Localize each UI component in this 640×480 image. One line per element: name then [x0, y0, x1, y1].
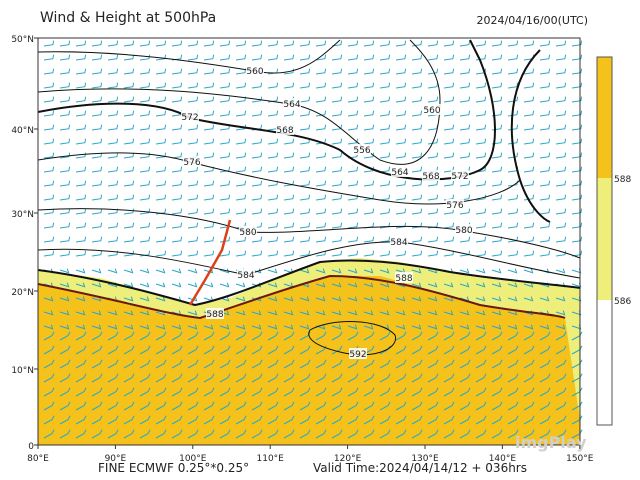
- contour-line: [37, 274, 566, 320]
- contour-label-bg: [390, 236, 408, 247]
- contour-label: 576: [446, 201, 463, 211]
- contour-line: [37, 208, 581, 259]
- contour-label-bg: [206, 308, 224, 319]
- colorbar-586: [597, 178, 612, 300]
- lat-label: 20°N: [11, 288, 34, 298]
- contour-label-bg: [455, 224, 473, 235]
- contour-label-bg: [353, 144, 371, 155]
- contour-label-bg: [423, 104, 441, 115]
- lat-label: 40°N: [11, 126, 34, 136]
- contour-label-bg: [239, 226, 257, 237]
- model-label: FINE ECMWF 0.25°*0.25°: [98, 461, 249, 475]
- contour-label-bg: [276, 124, 294, 135]
- contour-line: [37, 39, 341, 74]
- contour-line: [510, 49, 551, 223]
- colorbar-frame: [596, 56, 613, 426]
- contour-label: 584: [390, 238, 407, 248]
- contour-label-bg: [183, 156, 201, 167]
- lat-label: 0: [28, 442, 34, 452]
- contour-label: 568: [276, 126, 293, 136]
- contour-label-bg: [246, 65, 264, 76]
- contours: [37, 39, 581, 356]
- contour-label: 564: [283, 100, 300, 110]
- lon-label: 110°E: [257, 454, 285, 464]
- contour-label: 588: [206, 310, 223, 320]
- contour-label: 564: [391, 168, 408, 178]
- lon-label: 100°E: [179, 454, 207, 464]
- contour-line: [37, 241, 581, 279]
- map-frame: [37, 37, 581, 446]
- watermark: imgPlay: [515, 433, 587, 452]
- band-588: [38, 276, 580, 445]
- contour-label: 576: [183, 158, 200, 168]
- valid-time: Valid Time:2024/04/14/12 + 036hrs: [313, 461, 527, 475]
- contour-line: [37, 259, 581, 307]
- lat-label: 50°N: [11, 35, 34, 45]
- contour-label-bg: [349, 348, 367, 359]
- lat-label: 10°N: [11, 366, 34, 376]
- contour-line: [37, 39, 496, 181]
- contour-label-bg: [422, 170, 440, 181]
- valid-date: 2024/04/16/00(UTC): [477, 14, 589, 27]
- lat-label: 30°N: [11, 210, 34, 220]
- contour-label: 560: [423, 106, 440, 116]
- trough-line: [188, 219, 232, 306]
- contour-line: [308, 321, 396, 356]
- lon-label: 120°E: [334, 454, 362, 464]
- contour-label-bg: [391, 166, 409, 177]
- contour-label: 556: [353, 146, 370, 156]
- colorbar-label: 586: [614, 297, 631, 307]
- contour-label: 592: [349, 350, 366, 360]
- contour-label: 580: [239, 228, 256, 238]
- contour-label: 572: [451, 172, 468, 182]
- contour-label: 588: [395, 274, 412, 284]
- lon-label: 130°E: [411, 454, 439, 464]
- contour-label-bg: [451, 170, 469, 181]
- colorbar-label: 588: [614, 175, 631, 185]
- contour-label: 584: [237, 271, 254, 281]
- lon-label: 150°E: [566, 454, 594, 464]
- contour-label: 580: [455, 226, 472, 236]
- lon-label: 80°E: [27, 454, 49, 464]
- contour-label-bg: [181, 111, 199, 122]
- contour-label-bg: [395, 272, 413, 283]
- contour-label-bg: [446, 199, 464, 210]
- contour-label: 572: [181, 113, 198, 123]
- contour-label-bg: [283, 98, 301, 109]
- contour-label: 568: [422, 172, 439, 182]
- colorbar-low: [597, 300, 612, 425]
- contour-label: 560: [246, 67, 263, 77]
- contour-label-bg: [237, 269, 255, 280]
- colorbar-588: [597, 57, 612, 178]
- lon-label: 140°E: [489, 454, 517, 464]
- title: Wind & Height at 500hPa: [40, 10, 216, 26]
- lon-label: 90°E: [105, 454, 127, 464]
